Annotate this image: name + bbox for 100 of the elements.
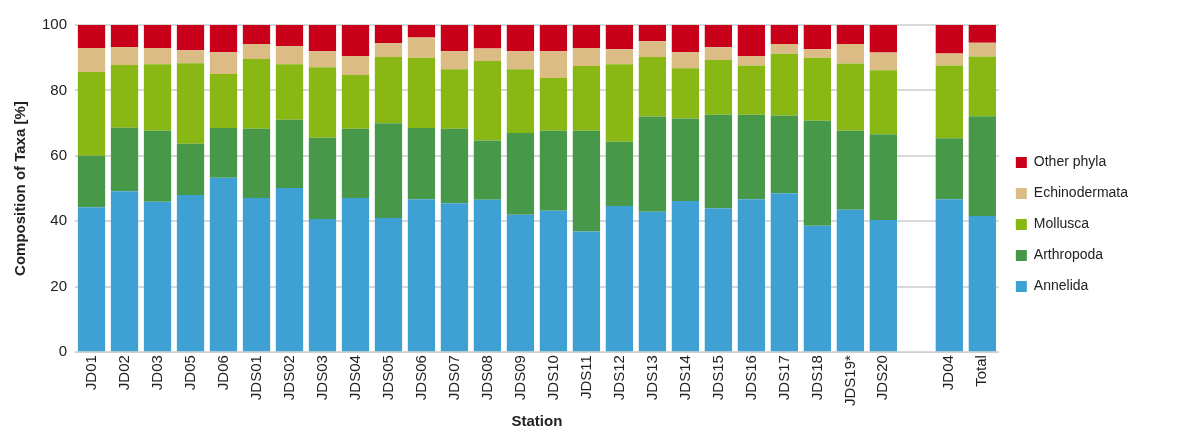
bar	[242, 43, 271, 60]
x-tick-label: JDS15	[708, 355, 726, 401]
bar	[869, 134, 898, 220]
bar	[440, 69, 469, 129]
bar	[737, 65, 766, 115]
bar	[341, 75, 370, 129]
x-tick-label: Total	[972, 355, 990, 387]
bar	[506, 51, 535, 70]
bar	[704, 208, 733, 352]
bar	[176, 50, 205, 64]
legend-label: Arthropoda	[1033, 246, 1104, 263]
bar	[770, 43, 799, 54]
bar	[572, 65, 601, 131]
bar	[506, 69, 535, 133]
bar	[473, 140, 502, 200]
bar	[803, 25, 832, 50]
bar	[341, 198, 370, 352]
bar	[506, 132, 535, 215]
bar	[176, 25, 205, 51]
bar	[803, 120, 832, 226]
y-tick-label: 20	[50, 276, 68, 294]
bar	[605, 141, 634, 206]
bar	[440, 51, 469, 70]
legend-label: Echinodermata	[1033, 184, 1129, 201]
bar	[308, 218, 337, 352]
bar	[836, 130, 865, 210]
bar	[143, 201, 172, 352]
bar	[770, 193, 799, 352]
bar	[836, 43, 865, 64]
x-tick-label: JD02	[114, 355, 132, 391]
bar	[770, 25, 799, 44]
bar	[671, 201, 700, 352]
bar	[539, 210, 568, 352]
bar	[935, 53, 963, 66]
bar	[77, 72, 106, 156]
bar	[242, 198, 271, 352]
bar	[539, 25, 568, 52]
x-tick-label: JDS17	[774, 355, 792, 401]
bar	[110, 191, 139, 352]
x-tick-label: JD05	[180, 355, 198, 391]
bar	[374, 25, 403, 44]
bar	[869, 25, 898, 53]
x-tick-label: JD01	[81, 355, 99, 391]
x-tick-label: JDS06	[411, 355, 429, 401]
bar	[671, 52, 700, 69]
x-tick-label: JDS08	[477, 355, 495, 401]
bar	[935, 25, 963, 54]
bar	[440, 203, 469, 352]
x-axis-title: Station	[511, 412, 563, 430]
bar	[143, 25, 172, 48]
x-tick-label: JDS11	[576, 355, 594, 400]
bar	[176, 63, 205, 144]
bar	[638, 211, 667, 352]
bar	[77, 47, 106, 73]
bar	[176, 195, 205, 352]
bar	[209, 177, 238, 352]
x-tick-label: JDS07	[444, 355, 462, 401]
bar	[143, 64, 172, 131]
bar	[308, 137, 337, 219]
bar	[968, 56, 996, 117]
bar	[539, 51, 568, 78]
y-tick-label: 60	[50, 146, 68, 163]
bar	[968, 216, 996, 352]
bar	[473, 48, 502, 61]
x-tick-label: JDS10	[543, 355, 561, 401]
bar	[143, 47, 172, 65]
bar	[440, 25, 469, 52]
bar	[242, 25, 271, 44]
bar	[836, 25, 865, 44]
x-tick-label: JDS04	[345, 355, 363, 401]
bar	[605, 205, 634, 352]
bar	[374, 123, 403, 219]
legend-label: Annelida	[1033, 277, 1089, 294]
bar	[77, 207, 106, 352]
bar	[704, 114, 733, 209]
bar	[275, 64, 304, 120]
bar	[275, 187, 304, 352]
bar	[770, 53, 799, 116]
bar	[968, 25, 996, 43]
bar	[605, 25, 634, 50]
bar	[638, 25, 667, 42]
x-tick-label: JDS05	[378, 355, 396, 401]
bar	[407, 199, 436, 352]
bar	[110, 25, 139, 47]
bar	[407, 128, 436, 200]
x-tick-label: JDS16	[741, 355, 759, 401]
bar	[770, 115, 799, 194]
bar	[209, 25, 238, 53]
bar	[374, 57, 403, 124]
bar	[176, 143, 205, 196]
bar	[374, 43, 403, 58]
y-axis-title: Composition of Taxa [%]	[11, 101, 29, 276]
x-tick-label: JDS20	[873, 355, 891, 401]
bar	[407, 37, 436, 58]
bar	[671, 118, 700, 201]
bar	[671, 68, 700, 119]
bar	[275, 46, 304, 65]
x-tick-label: JDS12	[609, 355, 627, 401]
bar	[275, 25, 304, 47]
bar	[473, 199, 502, 352]
